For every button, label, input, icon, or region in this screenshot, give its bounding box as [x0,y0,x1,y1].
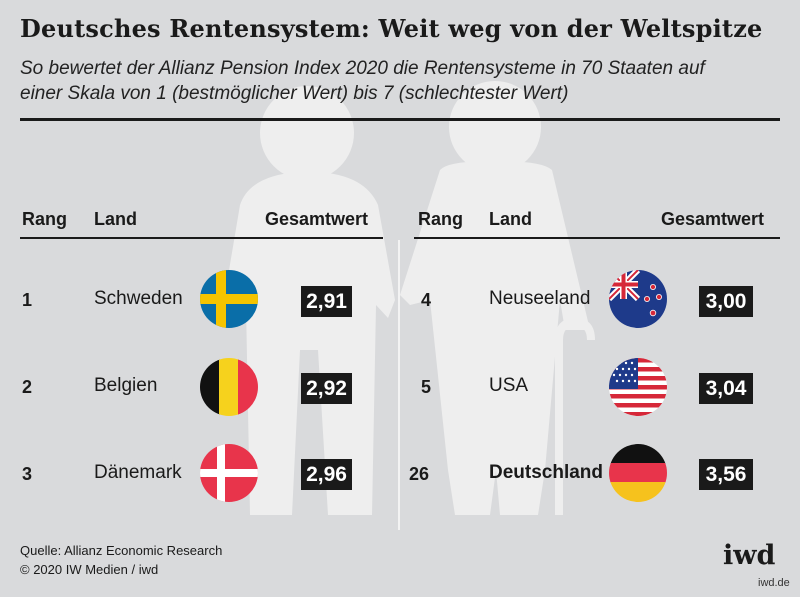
score-box: 2,92 [301,373,352,404]
table-cell-country: Dänemark [94,462,182,483]
table-cell-rank: 4 [421,290,432,310]
header-rank-left: Rang [22,209,67,229]
score-box: 2,91 [301,286,352,317]
table-cell-rank: 5 [421,377,432,397]
denmark-flag-icon [200,444,258,502]
cane-icon [555,318,595,515]
header-line-right [414,237,780,239]
table-cell-rank: 1 [22,290,33,310]
table-cell-rank: 2 [22,377,33,397]
source-line: Quelle: Allianz Economic Research [20,543,223,558]
score-box: 2,96 [301,459,352,490]
usa-flag-icon [609,358,667,416]
score-box: 3,56 [699,459,753,490]
sweden-flag-icon [200,270,258,328]
table-cell-country: Belgien [94,375,158,396]
site-url: iwd.de [758,577,790,589]
table-cell-country: Deutschland [489,462,604,483]
header-rank-right: Rang [418,209,463,229]
table-cell-country: Neuseeland [489,288,591,309]
header-country-right: Land [489,209,532,229]
woman-body [400,161,590,515]
header-score-right: Gesamtwert [661,209,765,229]
belgium-flag-icon [200,358,258,416]
table-cell-country: USA [489,375,529,396]
source-note: Quelle: Allianz Economic Research © 2020… [20,541,222,579]
chart-title: Deutsches Rentensystem: Weit weg von der… [20,14,763,43]
subtitle-line-1: So bewertet der Allianz Pension Index 20… [20,58,705,79]
iwd-logo: iwd [723,540,776,571]
copyright-line: © 2020 IW Medien / iwd [20,562,159,577]
header-score-left: Gesamtwert [265,209,369,229]
new-zealand-flag-icon [609,270,667,328]
subtitle-line-2: einer Skala von 1 (bestmöglicher Wert) b… [20,83,569,104]
table-cell-rank: 3 [22,464,33,484]
man-body [224,172,395,515]
header-country-left: Land [94,209,137,229]
man-head [260,86,354,180]
germany-flag-icon [609,444,667,502]
column-divider [398,240,400,530]
table-cell-rank: 26 [409,464,430,484]
title-divider [20,118,780,121]
woman-head [449,81,541,173]
score-box: 3,00 [699,286,753,317]
table-cell-country: Schweden [94,288,183,309]
chart-subtitle: So bewertet der Allianz Pension Index 20… [20,56,780,106]
header-line-left [20,237,383,239]
score-box: 3,04 [699,373,753,404]
